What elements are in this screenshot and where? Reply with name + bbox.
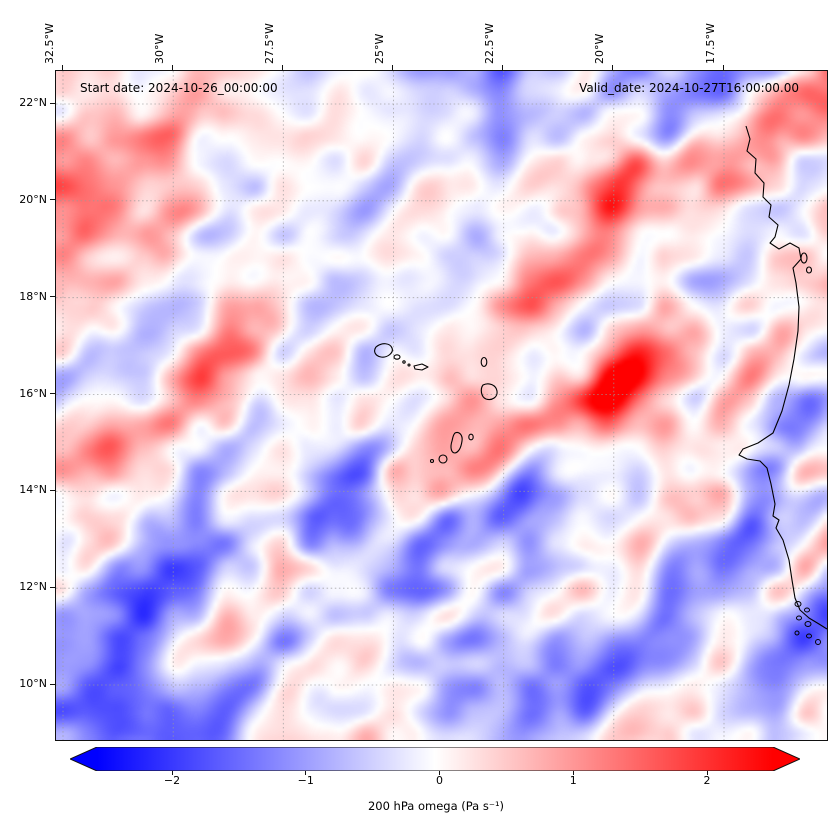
map-plot: Start date: 2024-10-26_00:00:00 Valid_da… (55, 70, 828, 741)
colorbar-tick-label: 0 (436, 774, 443, 787)
left-tick-label: 18°N (19, 289, 47, 303)
colorbar-tick-label: −2 (163, 774, 181, 787)
start-date-label: Start date: 2024-10-26_00:00:00 (80, 81, 278, 95)
bissagos-islets (794, 601, 821, 645)
top-tick-label: 20°W (593, 33, 607, 64)
top-tick-mark (722, 65, 724, 70)
left-tick-label: 20°N (19, 192, 47, 206)
top-tick-mark (392, 65, 393, 70)
colorbar-tick-mark (305, 771, 307, 775)
left-tick-mark (50, 296, 55, 298)
colorbar-label: 200 hPa omega (Pa s⁻¹) (367, 799, 505, 813)
colorbar-tick-mark (439, 771, 440, 775)
colorbar-tick-mark (171, 771, 173, 775)
left-tick-label: 16°N (19, 386, 47, 400)
left-tick-mark (50, 489, 55, 491)
colorbar-tick-label: −1 (297, 774, 314, 787)
top-tick-label: 17.5°W (703, 23, 717, 64)
left-tick-label: 10°N (19, 677, 47, 690)
omega-field-canvas (56, 71, 827, 740)
top-tick-label: 30°W (152, 33, 166, 64)
left-tick-mark (50, 393, 55, 394)
top-tick-mark (61, 65, 63, 70)
coastline-africa (738, 125, 827, 630)
left-tick-label: 22°N (19, 96, 47, 109)
top-tick-label: 22.5°W (483, 23, 497, 64)
map-overlay (56, 71, 827, 740)
left-tick-label: 14°N (19, 483, 47, 497)
left-tick-label: 12°N (19, 580, 47, 594)
graticule (56, 71, 827, 740)
left-tick-mark (50, 199, 55, 201)
top-tick-label: 32.5°W (42, 23, 56, 64)
top-tick-mark (171, 65, 173, 70)
colorbar-tick-mark (572, 771, 574, 775)
left-tick-mark (50, 586, 55, 588)
top-tick-mark (281, 65, 283, 70)
top-tick-label: 25°W (373, 33, 386, 64)
left-tick-mark (50, 102, 55, 104)
colorbar (68, 746, 802, 772)
colorbar-gradient (68, 746, 802, 772)
colorbar-tick-mark (706, 771, 708, 775)
valid-date-label: Valid_date: 2024-10-27T16:00:00.00 (579, 81, 799, 95)
colorbar-tick-label: 1 (569, 774, 577, 787)
top-tick-mark (612, 65, 614, 70)
top-tick-mark (502, 65, 504, 70)
colorbar-tick-label: 2 (703, 774, 711, 787)
cape-verde-islands (374, 343, 498, 464)
left-tick-mark (50, 683, 55, 685)
top-tick-label: 27.5°W (262, 23, 276, 64)
